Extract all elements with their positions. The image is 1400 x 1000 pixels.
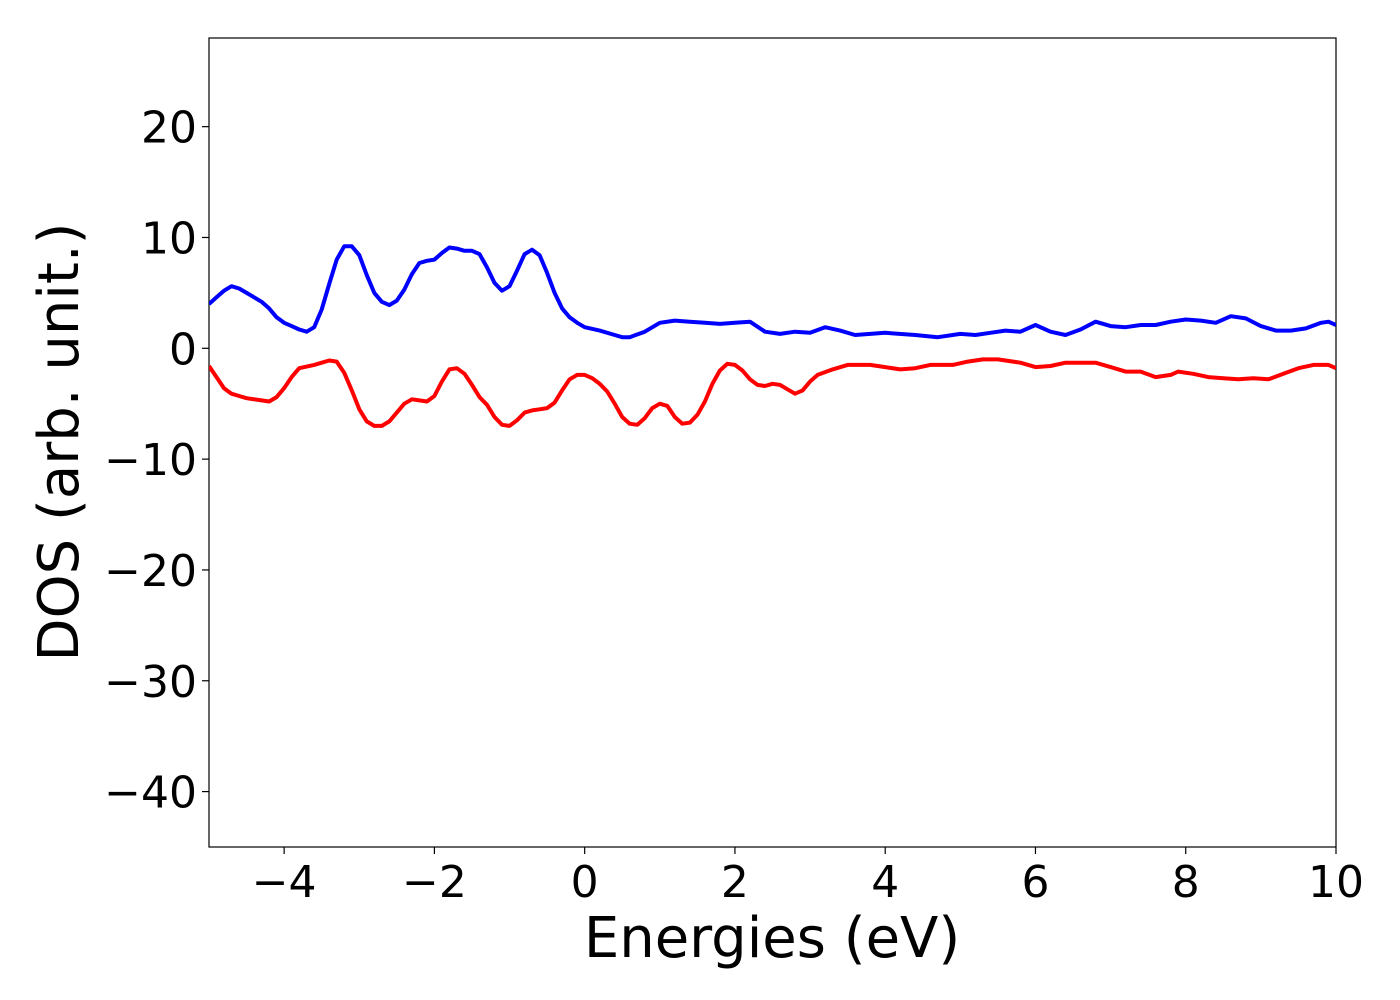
x-tick-label: 2 (721, 857, 749, 908)
x-tick-label: 0 (571, 857, 599, 908)
y-tick-label: 20 (141, 103, 197, 154)
series-layer (209, 244, 1336, 428)
y-tick-label: −10 (104, 435, 197, 486)
plot-area (208, 37, 1337, 848)
series-line-1 (209, 357, 1336, 428)
y-tick-label: 0 (169, 324, 197, 375)
x-tick-label: 8 (1172, 857, 1200, 908)
x-tick-label: 10 (1308, 857, 1364, 908)
x-tick-label: −2 (402, 857, 467, 908)
series-line-0 (209, 244, 1336, 340)
x-axis-label: Energies (eV) (584, 906, 960, 971)
x-tick-label: 4 (871, 857, 899, 908)
y-tick-label: −40 (104, 768, 197, 819)
plot-frame (208, 37, 1337, 848)
x-tick-label: 6 (1021, 857, 1049, 908)
y-tick-label: 10 (141, 213, 197, 264)
y-tick-label: −20 (104, 546, 197, 597)
x-tick-label: −4 (252, 857, 317, 908)
y-tick-label: −30 (104, 657, 197, 708)
y-axis-label: DOS (arb. unit.) (27, 222, 92, 661)
